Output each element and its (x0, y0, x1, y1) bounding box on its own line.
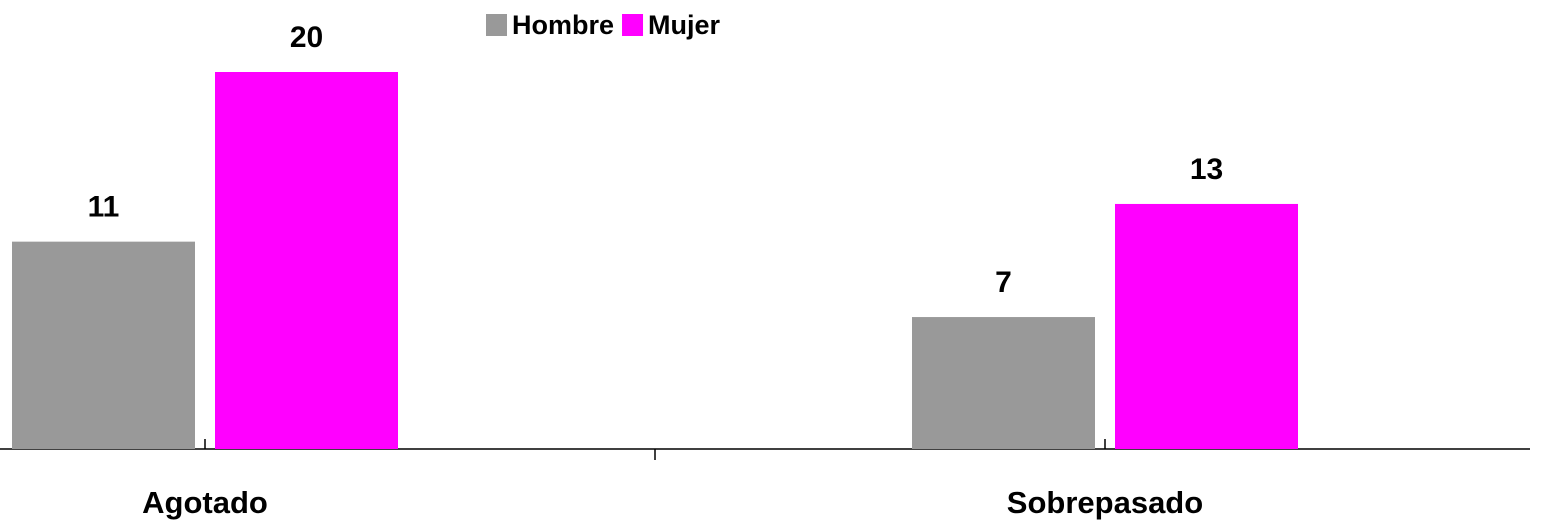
value-label: 20 (290, 21, 323, 54)
bar (215, 72, 398, 449)
bar (12, 241, 195, 449)
bar (1115, 203, 1298, 449)
value-label: 13 (1190, 153, 1223, 186)
legend-swatch (486, 14, 507, 36)
value-label: 7 (995, 266, 1012, 299)
x-tick-label: Agotado (142, 485, 268, 520)
bar (912, 317, 1095, 449)
x-tick-label: Sobrepasado (1007, 485, 1203, 520)
value-label: 11 (88, 191, 120, 224)
legend-label: Mujer (648, 10, 721, 40)
legend-label: Hombre (512, 10, 614, 40)
legend-swatch (622, 14, 644, 36)
